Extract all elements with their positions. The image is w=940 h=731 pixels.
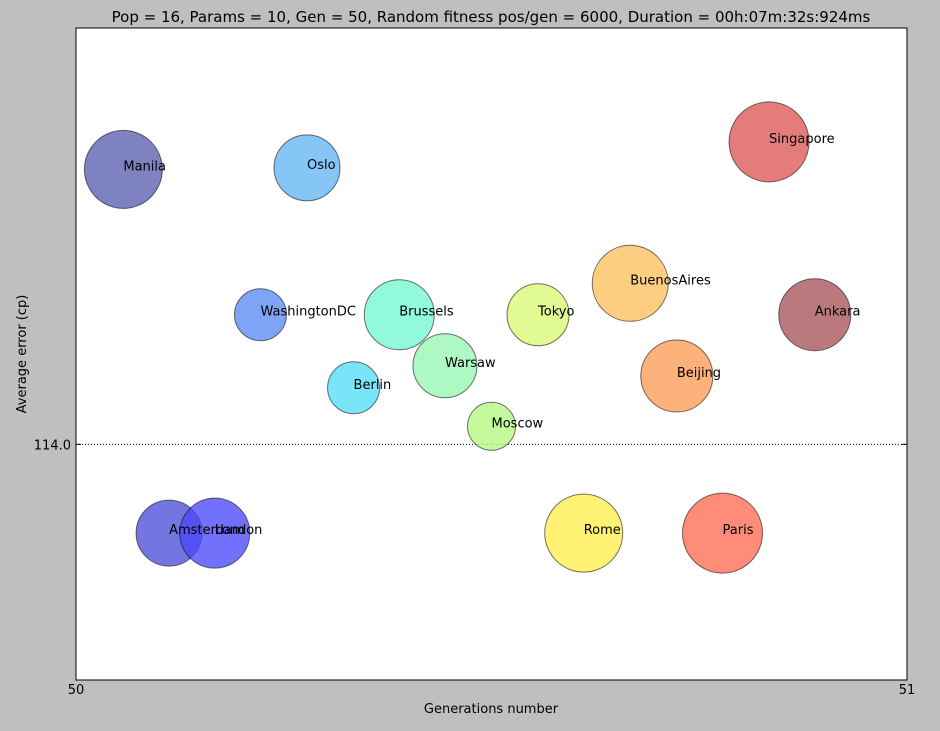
x-tick-label: 50 [68, 683, 85, 698]
bubble-label-oslo: Oslo [307, 158, 336, 173]
bubble-beijing [640, 339, 714, 413]
bubble-london [179, 497, 251, 569]
y-tick-label: 114.0 [34, 438, 71, 453]
bubble-ankara [778, 278, 852, 352]
bubble-berlin [327, 361, 381, 415]
bubble-brussels [363, 279, 435, 351]
plot-frame [75, 27, 908, 681]
bubble-label-warsaw: Warsaw [445, 356, 496, 371]
bubble-moscow [467, 401, 516, 451]
bubble-buenosaires [591, 244, 669, 322]
bubble-oslo [273, 134, 341, 202]
bubbles [83, 101, 852, 574]
bubble-warsaw [412, 333, 478, 399]
x-tick-label: 51 [899, 683, 916, 698]
bubble-label-amsterdam: Amsterdam [169, 523, 244, 538]
bubble-label-singapore: Singapore [769, 132, 835, 147]
bubble-tokyo [506, 283, 570, 347]
ticks: 50 51 114.0 [34, 28, 915, 698]
bubble-label-london: London [215, 523, 263, 538]
bubble-labels: Manila Oslo Singapore BuenosAires Washington… [123, 132, 860, 538]
bubble-label-beijing: Beijing [677, 366, 721, 381]
bubble-label-washingtondc: WashingtonDC [260, 305, 355, 320]
bubble-label-buenosaires: BuenosAires [630, 273, 711, 288]
bubble-washingtondc [233, 288, 287, 342]
bubble-label-brussels: Brussels [399, 305, 454, 320]
x-axis-label: Generations number [424, 702, 559, 717]
bubble-label-berlin: Berlin [354, 378, 392, 393]
bubble-label-ankara: Ankara [815, 305, 861, 320]
bubble-label-rome: Rome [584, 523, 621, 538]
bubble-label-tokyo: Tokyo [537, 305, 574, 320]
bubble-manila [83, 129, 163, 209]
chart-title: Pop = 16, Params = 10, Gen = 50, Random … [112, 8, 871, 26]
bubble-label-manila: Manila [123, 159, 166, 174]
bubble-label-moscow: Moscow [492, 416, 544, 431]
y-axis-label: Average error (cp) [15, 295, 30, 414]
bubble-label-paris: Paris [723, 523, 754, 538]
bubble-paris [682, 492, 764, 574]
bubble-rome [544, 493, 624, 573]
bubble-singapore [728, 101, 810, 183]
